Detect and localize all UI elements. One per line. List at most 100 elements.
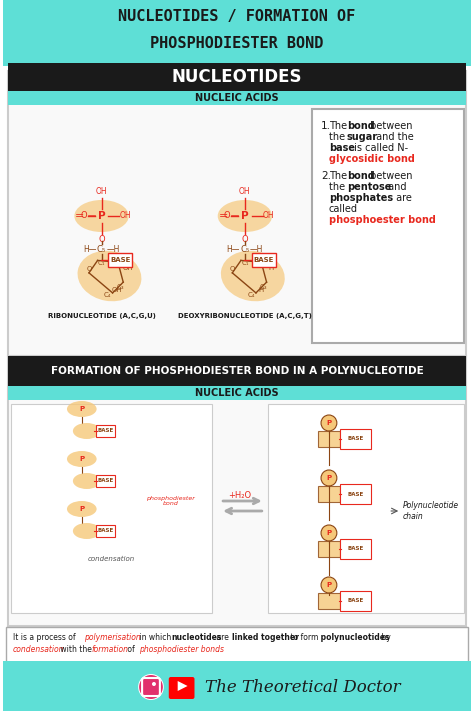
Text: phosphodiester
bond: phosphodiester bond xyxy=(146,496,195,506)
Text: P: P xyxy=(98,211,105,221)
FancyBboxPatch shape xyxy=(318,541,340,557)
Text: =: = xyxy=(219,211,228,221)
FancyBboxPatch shape xyxy=(268,404,465,613)
Ellipse shape xyxy=(78,251,141,301)
FancyBboxPatch shape xyxy=(169,677,194,699)
Text: by: by xyxy=(379,633,391,642)
Text: .: . xyxy=(216,645,219,654)
FancyBboxPatch shape xyxy=(96,425,115,437)
Text: base: base xyxy=(329,143,355,153)
FancyBboxPatch shape xyxy=(6,627,468,663)
Text: condensation: condensation xyxy=(88,556,135,562)
Text: to form: to form xyxy=(288,633,319,642)
Text: C₄: C₄ xyxy=(247,292,255,298)
Text: the: the xyxy=(329,182,348,192)
Text: are: are xyxy=(393,193,412,203)
Ellipse shape xyxy=(73,423,100,439)
Text: O: O xyxy=(229,266,235,272)
Text: 1.: 1. xyxy=(321,121,331,131)
Text: BASE: BASE xyxy=(347,599,364,604)
Text: C₅: C₅ xyxy=(97,245,106,254)
FancyBboxPatch shape xyxy=(3,661,471,711)
Text: 2.: 2. xyxy=(321,171,331,181)
Text: between: between xyxy=(367,171,413,181)
Text: O: O xyxy=(81,211,87,220)
Text: NUCLEOTIDES / FORMATION OF: NUCLEOTIDES / FORMATION OF xyxy=(118,9,356,23)
FancyBboxPatch shape xyxy=(318,486,340,502)
Text: H: H xyxy=(269,265,274,271)
Text: =: = xyxy=(75,211,84,221)
Text: H: H xyxy=(258,287,263,293)
Text: C₂: C₂ xyxy=(262,263,269,269)
Text: OH: OH xyxy=(112,287,123,293)
Text: FORMATION OF PHOSPHODIESTER BOND IN A POLYNUCLEOTIDE: FORMATION OF PHOSPHODIESTER BOND IN A PO… xyxy=(51,366,423,376)
FancyBboxPatch shape xyxy=(318,593,340,609)
Text: C₃: C₃ xyxy=(117,284,124,290)
Circle shape xyxy=(138,674,164,700)
Ellipse shape xyxy=(67,401,97,417)
FancyBboxPatch shape xyxy=(340,591,372,611)
FancyBboxPatch shape xyxy=(340,539,372,559)
Text: the: the xyxy=(329,132,348,142)
FancyBboxPatch shape xyxy=(10,404,212,613)
Circle shape xyxy=(139,675,163,699)
Text: linked together: linked together xyxy=(232,633,299,642)
Ellipse shape xyxy=(221,251,285,301)
Text: —H: —H xyxy=(250,245,264,254)
Text: P: P xyxy=(79,456,84,462)
Ellipse shape xyxy=(67,451,97,467)
Text: OH: OH xyxy=(119,211,131,220)
FancyBboxPatch shape xyxy=(96,475,115,487)
Text: phosphoester bond: phosphoester bond xyxy=(329,215,436,225)
Text: C₂: C₂ xyxy=(118,263,126,269)
Text: nucleotides: nucleotides xyxy=(172,633,222,642)
Text: BASE: BASE xyxy=(97,479,114,483)
Text: P: P xyxy=(79,406,84,412)
Text: BASE: BASE xyxy=(110,257,130,263)
Ellipse shape xyxy=(73,473,100,489)
Text: C₅: C₅ xyxy=(240,245,249,254)
Text: polynucleotides: polynucleotides xyxy=(318,633,390,642)
Ellipse shape xyxy=(74,200,129,232)
Text: —H: —H xyxy=(107,245,120,254)
Text: BASE: BASE xyxy=(347,547,364,552)
FancyBboxPatch shape xyxy=(8,71,466,356)
Text: OH: OH xyxy=(96,188,108,196)
Text: pentose: pentose xyxy=(347,182,391,192)
Text: C₁: C₁ xyxy=(98,260,106,267)
Text: phosphodiester bonds: phosphodiester bonds xyxy=(139,645,224,654)
Text: NUCLEIC ACIDS: NUCLEIC ACIDS xyxy=(195,388,279,398)
Ellipse shape xyxy=(218,200,272,232)
Text: +H₂O: +H₂O xyxy=(228,491,252,501)
Text: PHOSPHODIESTER BOND: PHOSPHODIESTER BOND xyxy=(150,36,324,50)
Text: is called N-: is called N- xyxy=(351,143,408,153)
Text: H—: H— xyxy=(227,245,240,254)
Text: NUCLEOTIDES: NUCLEOTIDES xyxy=(172,68,302,86)
Text: OH: OH xyxy=(239,188,251,196)
Text: Polynucleotide
chain: Polynucleotide chain xyxy=(403,501,459,520)
Text: with the: with the xyxy=(58,645,94,654)
FancyBboxPatch shape xyxy=(340,429,372,449)
Text: It is a process of: It is a process of xyxy=(13,633,78,642)
Text: BASE: BASE xyxy=(97,429,114,434)
Text: and the: and the xyxy=(374,132,414,142)
Ellipse shape xyxy=(67,501,97,517)
FancyBboxPatch shape xyxy=(340,484,372,504)
Text: called: called xyxy=(329,204,358,214)
Circle shape xyxy=(321,525,337,541)
Text: C₃: C₃ xyxy=(260,284,267,290)
Text: P: P xyxy=(327,475,331,481)
Text: P: P xyxy=(79,506,84,512)
Text: BASE: BASE xyxy=(97,528,114,533)
Text: The: The xyxy=(329,121,350,131)
Text: OH: OH xyxy=(263,211,274,220)
FancyBboxPatch shape xyxy=(312,109,465,343)
FancyBboxPatch shape xyxy=(8,91,466,105)
Text: glycosidic bond: glycosidic bond xyxy=(329,154,415,164)
FancyBboxPatch shape xyxy=(8,386,466,400)
FancyBboxPatch shape xyxy=(8,356,466,386)
Text: formation: formation xyxy=(91,645,128,654)
Text: between: between xyxy=(367,121,413,131)
Text: NUCLEIC ACIDS: NUCLEIC ACIDS xyxy=(195,93,279,103)
Text: P: P xyxy=(327,582,331,588)
